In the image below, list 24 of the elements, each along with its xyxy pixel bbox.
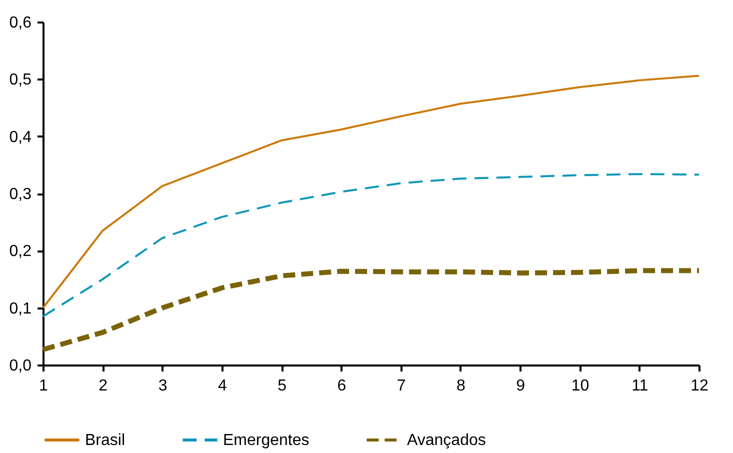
- y-tick-label: 0,3: [9, 186, 32, 203]
- x-tick-label: 9: [516, 378, 526, 394]
- legend-label: Avançados: [407, 432, 486, 449]
- legend-label: Brasil: [85, 432, 126, 449]
- x-tick-label: 5: [278, 378, 287, 394]
- x-tick-label: 12: [690, 378, 708, 394]
- y-tick-label: 0,5: [9, 72, 32, 89]
- y-tick-label: 0,6: [9, 14, 32, 32]
- y-tick-label: 0,0: [9, 358, 32, 374]
- x-tick-label: 2: [98, 378, 108, 394]
- y-tick-label: 0,4: [9, 128, 32, 146]
- legend-label: Emergentes: [223, 432, 310, 449]
- x-tick-label: 8: [456, 378, 466, 394]
- x-tick-label: 11: [632, 378, 648, 394]
- y-tick-label: 0,2: [9, 243, 32, 260]
- x-tick-label: 4: [218, 378, 227, 394]
- x-tick-label: 3: [158, 378, 168, 394]
- x-tick-label: 6: [337, 378, 346, 394]
- line-series: [42, 74, 700, 309]
- y-tick-label: 0,1: [9, 300, 32, 318]
- x-tick-label: 7: [396, 378, 406, 394]
- x-tick-label: 1: [39, 378, 48, 394]
- line-series: [42, 173, 700, 318]
- x-tick-label: 10: [571, 378, 590, 394]
